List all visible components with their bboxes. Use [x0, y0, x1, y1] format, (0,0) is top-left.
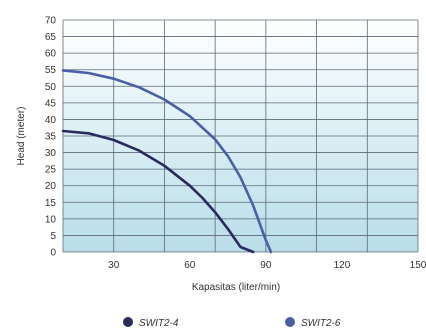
x-tick-labels: 30 60 90 120 150 [108, 260, 426, 271]
series-line-2 [61, 69, 273, 254]
y-tick-label: 10 [45, 214, 57, 225]
legend: SWIT2-4 SWIT2-6 [123, 317, 341, 329]
y-tick-label: 35 [45, 132, 57, 143]
y-tick-label: 20 [45, 181, 57, 192]
y-tick-label: 55 [45, 65, 57, 76]
x-tick-label: 60 [184, 260, 196, 271]
y-tick-labels: 0 5 10 15 20 25 30 35 40 45 50 55 60 65 70 [45, 16, 57, 259]
legend-label-swit2-6: SWIT2-6 [301, 318, 341, 329]
grid [62, 19, 419, 253]
series-line-1 [61, 129, 255, 254]
y-tick-label: 40 [45, 115, 57, 126]
x-axis-label: Kapasitas (liter/min) [192, 282, 280, 293]
y-tick-label: 15 [45, 198, 57, 209]
y-tick-label: 70 [45, 16, 57, 27]
y-tick-label: 60 [45, 49, 57, 60]
y-tick-label: 50 [45, 82, 57, 93]
x-tick-label: 90 [260, 260, 272, 271]
x-tick-label: 30 [108, 260, 120, 271]
x-tick-label: 120 [334, 260, 351, 271]
y-axis-label: Head (meter) [16, 107, 27, 166]
y-tick-label: 30 [45, 148, 57, 159]
legend-label-swit2-4: SWIT2-4 [139, 318, 179, 329]
series-layer [61, 69, 273, 254]
x-tick-label: 150 [410, 260, 426, 271]
y-tick-label: 0 [50, 248, 56, 259]
y-tick-label: 5 [50, 231, 56, 242]
y-tick-label: 25 [45, 165, 57, 176]
y-tick-label: 45 [45, 98, 57, 109]
y-tick-label: 65 [45, 32, 57, 43]
legend-marker-swit2-6 [285, 317, 295, 327]
legend-marker-swit2-4 [123, 317, 133, 327]
